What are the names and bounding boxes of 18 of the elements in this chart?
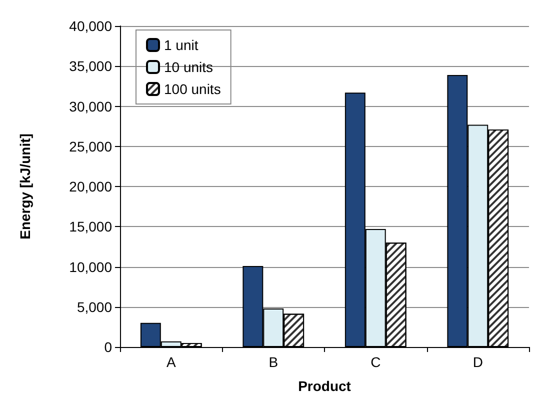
y-tick-label: 40,000 — [69, 18, 112, 34]
y-tick-label: 0 — [104, 339, 112, 355]
legend-label: 1 unit — [164, 37, 198, 53]
x-tick-label: A — [166, 354, 176, 370]
y-tick-label: 10,000 — [69, 258, 112, 275]
x-tick-label: C — [370, 354, 381, 370]
y-axis-title: Energy [kJ/unit] — [17, 134, 33, 240]
x-tick-label: D — [472, 354, 483, 370]
legend-label: 100 units — [164, 81, 221, 97]
y-tick-label: 15,000 — [69, 218, 112, 235]
legend-label: 10 units — [164, 59, 214, 75]
x-tick-label: B — [268, 354, 278, 370]
y-tick-label: 30,000 — [69, 98, 112, 114]
y-tick-label: 35,000 — [69, 58, 112, 74]
y-tick-label: 25,000 — [69, 138, 112, 154]
x-axis-title: Product — [298, 378, 352, 394]
y-tick-label: 20,000 — [69, 178, 112, 194]
y-tick-label: 5,000 — [76, 298, 112, 315]
